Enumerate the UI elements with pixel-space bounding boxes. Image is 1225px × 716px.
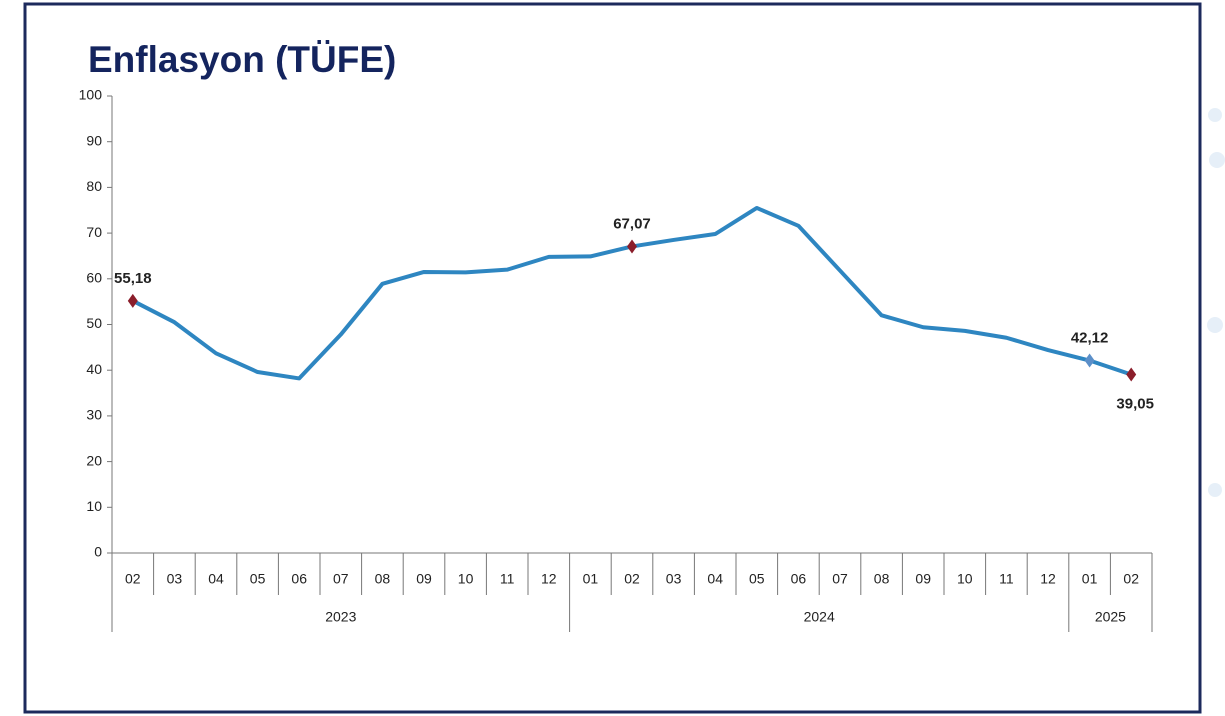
x-tick-label: 08 [874, 571, 890, 587]
x-tick-label: 11 [999, 571, 1014, 587]
x-tick-label: 09 [915, 571, 931, 587]
x-tick-label: 02 [125, 571, 141, 587]
decor-dot [1208, 108, 1222, 122]
x-tick-label: 08 [375, 571, 391, 587]
y-tick-label: 100 [79, 87, 103, 103]
x-tick-label: 09 [416, 571, 432, 587]
x-tick-label: 10 [458, 571, 474, 587]
decor-dot [1209, 152, 1225, 168]
group-label: 2024 [804, 609, 835, 625]
group-label: 2023 [325, 609, 356, 625]
group-label: 2025 [1095, 609, 1126, 625]
data-label: 67,07 [613, 215, 651, 232]
x-tick-label: 06 [791, 571, 807, 587]
marker [627, 239, 637, 254]
x-tick-label: 03 [666, 571, 682, 587]
y-tick-label: 80 [86, 178, 102, 194]
x-tick-label: 05 [749, 571, 765, 587]
x-tick-label: 12 [1040, 571, 1056, 587]
y-tick-label: 20 [86, 452, 102, 468]
x-tick-label: 12 [541, 571, 557, 587]
y-tick-label: 0 [94, 544, 102, 560]
y-tick-label: 50 [86, 315, 102, 331]
x-tick-label: 10 [957, 571, 973, 587]
x-tick-label: 04 [707, 571, 723, 587]
y-tick-label: 30 [86, 407, 102, 423]
data-label: 39,05 [1116, 396, 1154, 413]
decor-dot [1208, 483, 1222, 497]
y-tick-label: 40 [86, 361, 102, 377]
x-tick-label: 02 [624, 571, 640, 587]
marker [1126, 367, 1137, 382]
y-tick-label: 60 [86, 270, 102, 286]
x-tick-label: 04 [208, 571, 224, 587]
x-tick-label: 03 [167, 571, 183, 587]
x-tick-label: 02 [1123, 571, 1139, 587]
x-tick-label: 07 [333, 571, 349, 587]
decor-dot [1207, 317, 1223, 333]
data-label: 55,18 [114, 270, 152, 287]
frame [23, 2, 1202, 714]
y-tick-label: 10 [86, 498, 102, 514]
y-tick-label: 90 [86, 132, 102, 148]
chart-title: Enflasyon (TÜFE) [88, 39, 396, 80]
x-tick-label: 01 [583, 571, 599, 587]
data-label: 42,12 [1071, 329, 1109, 346]
x-tick-label: 01 [1082, 571, 1098, 587]
x-tick-label: 07 [832, 571, 848, 587]
y-tick-label: 70 [86, 224, 102, 240]
marker [1084, 353, 1095, 368]
marker [127, 293, 138, 308]
x-tick-label: 05 [250, 571, 266, 587]
x-tick-label: 06 [291, 571, 307, 587]
x-tick-label: 11 [500, 571, 515, 587]
